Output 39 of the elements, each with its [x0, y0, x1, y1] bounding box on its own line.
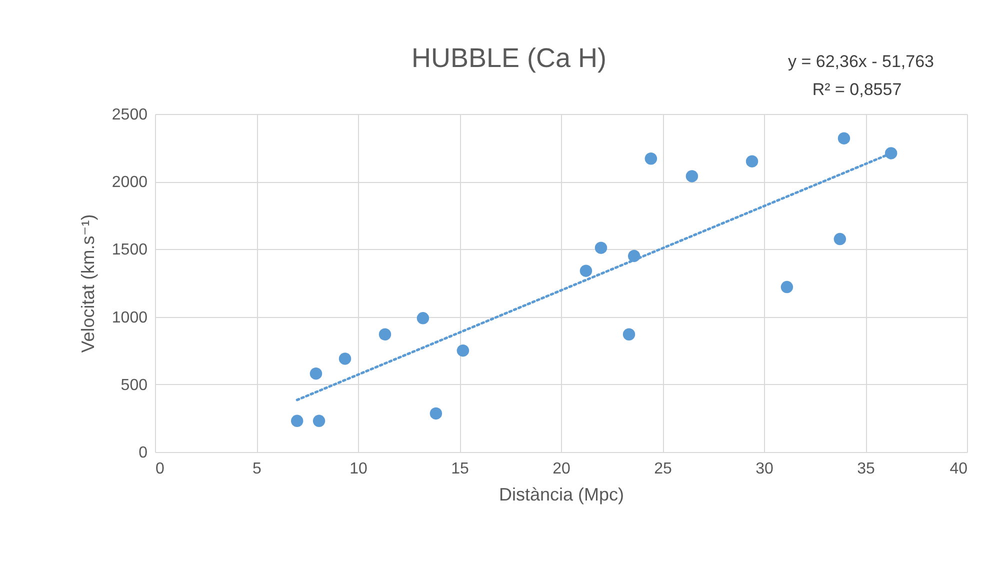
point — [338, 352, 352, 365]
x-tick-label: 35 — [857, 460, 875, 478]
y-tick-label: 2500 — [112, 106, 148, 124]
y-tick-label: 1000 — [112, 309, 148, 326]
point — [884, 147, 898, 160]
point — [594, 242, 608, 254]
point — [378, 328, 392, 340]
point — [622, 328, 636, 340]
y-tick-label: 1500 — [112, 242, 148, 259]
x-tick-label: 20 — [552, 460, 570, 478]
y-axis-title: Velocitat (km.s⁻¹) — [78, 214, 98, 353]
point — [456, 344, 470, 357]
x-tick-label: 0 — [156, 460, 164, 478]
x-tick-label: 40 — [950, 460, 968, 478]
y-tick-label: 500 — [120, 376, 148, 394]
y-tick-label: 2000 — [112, 174, 148, 192]
x-tick-label: 5 — [252, 460, 262, 478]
point — [312, 414, 326, 428]
y-tick-label: 0 — [138, 444, 148, 462]
point — [580, 264, 592, 277]
point — [644, 152, 658, 165]
point — [838, 132, 850, 144]
chart-title: HUBBLE (Ca H) — [411, 43, 607, 73]
point — [686, 170, 698, 182]
point — [310, 367, 322, 380]
point — [430, 407, 442, 420]
point — [746, 155, 758, 168]
x-tick-label: 30 — [756, 460, 774, 478]
point — [780, 280, 794, 294]
x-tick-label: 15 — [451, 460, 469, 478]
text: R² = 0,8557 — [812, 80, 902, 99]
x-tick-label: 25 — [654, 460, 672, 478]
x-axis-title: Distància (Mpc) — [498, 484, 624, 504]
x-tick-label: 10 — [350, 460, 368, 478]
point — [628, 250, 640, 262]
point — [834, 232, 846, 246]
point — [290, 414, 304, 428]
text: y = 62,36x - 51,763 — [788, 52, 934, 71]
point — [416, 312, 430, 324]
